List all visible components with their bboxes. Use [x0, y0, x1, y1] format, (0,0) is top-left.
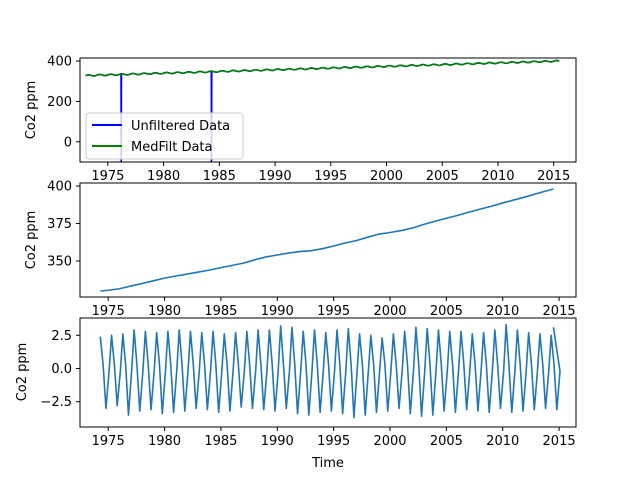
legend-label-medfilt: MedFilt Data — [131, 140, 213, 155]
panel-bottom-series — [99, 323, 561, 419]
x-tick-label-bottom-2010: 2010 — [486, 434, 519, 449]
panel-top: 1975 1980 1985 1990 1995 2000 2005 2010 2015 0 20… — [24, 55, 577, 184]
y-tick-label-bottom-0: −2.5 — [40, 395, 72, 410]
panel-top-frame — [79, 57, 577, 163]
panel-bottom-clip — [99, 323, 561, 419]
y-tick-label-bottom-1: 0.0 — [51, 362, 72, 377]
panel-bottom: 1975 1980 1985 1990 1995 2000 2005 2010 2015 −2.… — [15, 317, 577, 471]
legend-label-unfiltered: Unfiltered Data — [131, 119, 230, 134]
x-tick-label-middle-2000: 2000 — [373, 304, 406, 319]
x-tick-label-top-2010: 2010 — [481, 169, 514, 184]
x-tick-label-middle-1980: 1980 — [148, 304, 181, 319]
series-line-middle-0 — [100, 188, 554, 292]
y-tick-label-bottom-2: 2.5 — [51, 329, 72, 344]
x-tick-label-bottom-2005: 2005 — [430, 434, 463, 449]
x-tick-label-top-2000: 2000 — [370, 169, 403, 184]
panel-middle: 1975 1980 1985 1990 1995 2000 2005 2010 2015 350… — [24, 180, 577, 319]
x-tick-label-top-1990: 1990 — [259, 169, 292, 184]
x-tick-label-middle-2005: 2005 — [430, 304, 463, 319]
panel-middle-series — [100, 188, 554, 292]
panel-top-legend: Unfiltered Data MedFilt Data — [85, 112, 244, 160]
x-tick-label-top-1975: 1975 — [91, 169, 124, 184]
x-tick-label-middle-2015: 2015 — [543, 304, 576, 319]
panel-bottom-yticks: −2.5 0.0 2.5 — [40, 329, 80, 410]
panel-top-clip — [85, 59, 560, 162]
legend-box — [85, 112, 244, 160]
x-tick-label-bottom-1985: 1985 — [204, 434, 237, 449]
x-tick-label-bottom-2015: 2015 — [543, 434, 576, 449]
y-tick-label-middle-2: 400 — [47, 180, 72, 195]
x-tick-label-top-2015: 2015 — [537, 169, 570, 184]
panel-top-xticks: 1975 1980 1985 1990 1995 2000 2005 2010 2015 — [91, 162, 570, 184]
series-line-top-1 — [85, 59, 560, 77]
panel-middle-ylabel: Co2 ppm — [24, 211, 39, 270]
x-tick-label-bottom-1990: 1990 — [261, 434, 294, 449]
panel-top-series — [85, 59, 560, 162]
y-tick-label-top-1: 200 — [47, 95, 72, 110]
x-tick-label-middle-1985: 1985 — [204, 304, 237, 319]
panel-bottom-xticks: 1975 1980 1985 1990 1995 2000 2005 2010 2015 — [92, 427, 576, 449]
panel-middle-frame — [79, 182, 577, 298]
x-tick-label-middle-1990: 1990 — [261, 304, 294, 319]
panel-middle-xticks: 1975 1980 1985 1990 1995 2000 2005 2010 2015 — [92, 297, 576, 319]
panel-bottom-frame — [79, 317, 577, 428]
panel-middle-yticks: 350 375 400 — [47, 180, 80, 270]
panel-bottom-xlabel: Time — [311, 456, 344, 471]
x-tick-label-middle-1995: 1995 — [317, 304, 350, 319]
y-tick-label-middle-1: 375 — [47, 217, 72, 232]
x-tick-label-top-1985: 1985 — [203, 169, 236, 184]
panel-middle-clip — [100, 188, 554, 292]
x-tick-label-bottom-1975: 1975 — [92, 434, 125, 449]
x-tick-label-top-1980: 1980 — [147, 169, 180, 184]
x-tick-label-bottom-1980: 1980 — [148, 434, 181, 449]
y-tick-label-top-2: 400 — [47, 55, 72, 70]
y-tick-label-middle-0: 350 — [47, 255, 72, 270]
y-tick-label-top-0: 0 — [64, 135, 72, 150]
series-line-bottom-0 — [99, 323, 561, 419]
panel-top-yticks: 0 200 400 — [47, 55, 80, 150]
panel-top-ylabel: Co2 ppm — [24, 81, 39, 140]
x-tick-label-top-2005: 2005 — [426, 169, 459, 184]
x-tick-label-bottom-1995: 1995 — [317, 434, 350, 449]
x-tick-label-middle-1975: 1975 — [92, 304, 125, 319]
x-tick-label-top-1995: 1995 — [314, 169, 347, 184]
x-tick-label-middle-2010: 2010 — [486, 304, 519, 319]
x-tick-label-bottom-2000: 2000 — [373, 434, 406, 449]
panel-bottom-ylabel: Co2 ppm — [15, 343, 30, 402]
